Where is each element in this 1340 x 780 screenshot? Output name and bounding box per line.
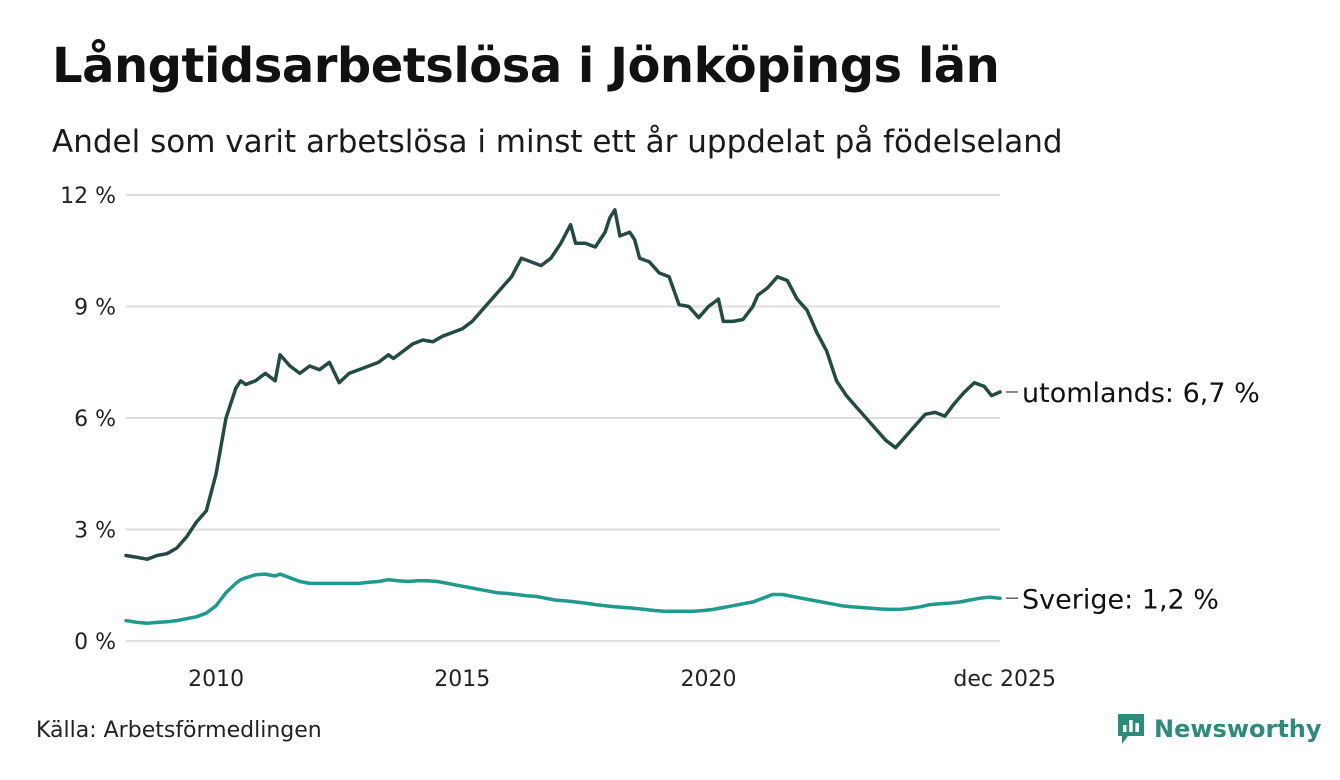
brand-name: Newsworthy (1154, 715, 1322, 743)
y-tick-label: 6 % (74, 407, 116, 432)
y-tick-label: 3 % (74, 519, 116, 544)
series-line-utomlands (124, 208, 1002, 561)
x-tick-label: 2020 (681, 667, 737, 692)
chart-title: Långtidsarbetslösa i Jönköpings län (52, 38, 1000, 94)
series-labels: utomlands: 6,7 % Sverige: 1,2 % (1006, 378, 1260, 615)
series-line-sverige (124, 572, 1002, 625)
brand-logo[interactable]: Newsworthy (1116, 712, 1322, 746)
x-axis-ticks: 2010 2015 2020 dec 2025 (188, 667, 1056, 692)
series-label-utomlands: utomlands: 6,7 % (1022, 378, 1260, 409)
x-tick-label: 2015 (434, 667, 490, 692)
chart-subtitle: Andel som varit arbetslösa i minst ett å… (52, 124, 1063, 160)
x-tick-label: dec 2025 (953, 667, 1056, 692)
series-lines (124, 208, 1002, 625)
series-label-sverige: Sverige: 1,2 % (1022, 584, 1219, 615)
source-note: Källa: Arbetsförmedlingen (36, 718, 322, 743)
newsworthy-logo-icon (1118, 714, 1144, 744)
y-tick-label: 0 % (74, 630, 116, 655)
y-axis-ticks: 0 % 3 % 6 % 9 % 12 % (60, 184, 116, 655)
y-tick-label: 9 % (74, 296, 116, 321)
y-tick-label: 12 % (60, 184, 116, 209)
gridlines (126, 194, 1000, 642)
x-tick-label: 2010 (188, 667, 244, 692)
